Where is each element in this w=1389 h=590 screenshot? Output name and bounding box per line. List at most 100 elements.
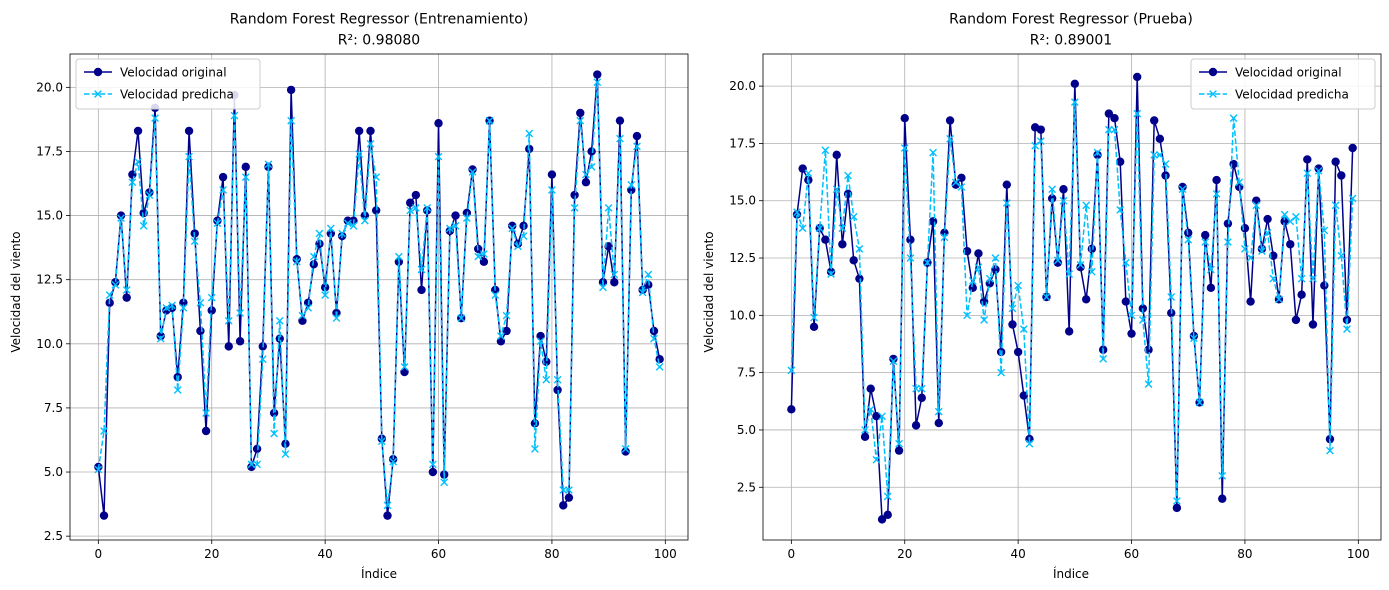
training-point-predicted	[502, 311, 511, 320]
test-point-original	[821, 235, 830, 244]
test-point-original	[809, 322, 819, 332]
training-point-original	[564, 493, 574, 502]
training-point-predicted	[196, 298, 205, 307]
training-point-predicted	[219, 186, 227, 194]
training-point-predicted	[139, 221, 148, 230]
training-point-predicted	[519, 232, 528, 240]
test-point-original	[1337, 171, 1346, 180]
training-point-predicted	[627, 180, 636, 189]
test-point-predicted	[883, 492, 892, 501]
test-point-predicted	[1320, 226, 1329, 235]
training-point-predicted	[360, 216, 369, 225]
test-grid	[763, 54, 1381, 540]
test-point-predicted	[1190, 334, 1198, 343]
test-point-original	[1212, 175, 1221, 185]
test-point-predicted	[1053, 256, 1062, 265]
training-point-predicted	[111, 280, 120, 289]
test-point-original	[1297, 290, 1306, 299]
test-y-tick-label: 17.5	[729, 136, 756, 150]
training-point-predicted	[224, 316, 233, 325]
training-point-predicted	[508, 224, 517, 233]
training-point-predicted	[202, 409, 210, 417]
training-point-original	[133, 126, 143, 136]
test-point-predicted	[804, 169, 813, 178]
training-point-predicted	[168, 301, 176, 310]
training-point-original	[388, 455, 398, 464]
training-point-predicted	[213, 219, 222, 228]
training-chart-subtitle: R²: 0.98080	[338, 33, 420, 49]
test-chart-subtitle: R²: 0.89001	[1030, 33, 1112, 49]
test-chart-panel: Random Forest Regressor (Prueba) R²: 0.8…	[702, 12, 1382, 581]
training-y-tick-label: 7.5	[44, 401, 63, 415]
test-point-predicted	[1292, 212, 1300, 221]
test-legend-entry: Velocidad predicha	[1199, 88, 1349, 102]
training-legend-entry: Velocidad predicha	[84, 88, 234, 102]
test-point-original	[957, 173, 966, 182]
test-point-original	[1002, 180, 1011, 189]
test-point-original	[838, 240, 847, 249]
test-point-predicted	[1031, 141, 1040, 150]
test-point-predicted	[1059, 196, 1068, 205]
test-point-predicted	[980, 316, 989, 324]
training-point-predicted	[599, 283, 607, 292]
test-point-predicted	[997, 368, 1006, 377]
test-point-predicted	[917, 384, 926, 393]
training-x-axis-label: Índice	[361, 566, 397, 581]
test-point-predicted	[1269, 274, 1278, 283]
test-point-predicted	[1087, 267, 1096, 276]
test-legend: Velocidad original Velocidad predicha	[1190, 58, 1376, 110]
test-point-original	[1081, 295, 1091, 304]
test-x-tick-label: 40	[1010, 547, 1025, 561]
test-point-predicted	[1207, 265, 1215, 274]
test-point-original	[1121, 297, 1131, 306]
training-point-predicted	[326, 224, 335, 233]
test-point-predicted	[1280, 210, 1289, 219]
test-point-predicted	[1025, 439, 1034, 448]
training-point-original	[201, 426, 211, 436]
test-point-predicted	[1184, 235, 1193, 244]
test-point-original	[1076, 262, 1085, 272]
test-point-predicted	[1076, 261, 1085, 269]
training-x-tick-label: 40	[317, 547, 332, 561]
training-x-tick-label: 60	[431, 547, 446, 561]
test-point-original	[1314, 164, 1323, 173]
test-point-predicted	[1110, 125, 1119, 134]
test-point-predicted	[1235, 178, 1244, 187]
test-point-predicted	[1195, 398, 1204, 407]
test-point-predicted	[872, 455, 881, 464]
training-point-predicted	[621, 445, 630, 453]
test-point-original	[787, 405, 796, 414]
training-point-original	[371, 206, 381, 215]
training-point-predicted	[151, 114, 159, 123]
test-point-original	[1059, 185, 1068, 194]
test-point-original	[945, 116, 955, 125]
test-point-predicted	[912, 384, 920, 393]
test-chart-title: Random Forest Regressor (Prueba)	[949, 12, 1193, 28]
test-point-original	[1053, 258, 1063, 267]
training-point-predicted	[497, 332, 505, 341]
test-legend-entry: Velocidad original	[1199, 66, 1342, 80]
training-point-original	[207, 306, 216, 315]
test-point-predicted	[1127, 311, 1136, 320]
training-ticks: 0 20 40 60 80 100 2.5 5.0 7.5 10.0 12.5 15.0 17.5 20.…	[36, 80, 676, 561]
training-x-tick-label: 100	[654, 547, 677, 561]
test-point-predicted	[1286, 217, 1295, 226]
test-point-predicted	[861, 426, 869, 434]
training-point-original	[354, 126, 364, 136]
training-point-original	[615, 116, 625, 125]
test-point-original	[1013, 347, 1023, 357]
test-y-tick-label: 7.5	[737, 366, 756, 380]
training-point-predicted	[100, 427, 108, 435]
training-y-tick-label: 10.0	[36, 337, 63, 351]
training-point-original	[468, 165, 477, 174]
training-point-predicted	[479, 250, 488, 258]
test-point-original	[1348, 143, 1357, 153]
test-point-original	[1286, 240, 1295, 249]
test-point-predicted	[1337, 251, 1346, 260]
test-point-predicted	[974, 263, 983, 272]
training-legend-marker	[94, 90, 102, 98]
training-point-predicted	[423, 203, 432, 212]
test-point-original	[1087, 244, 1097, 254]
training-point-predicted	[122, 286, 131, 294]
